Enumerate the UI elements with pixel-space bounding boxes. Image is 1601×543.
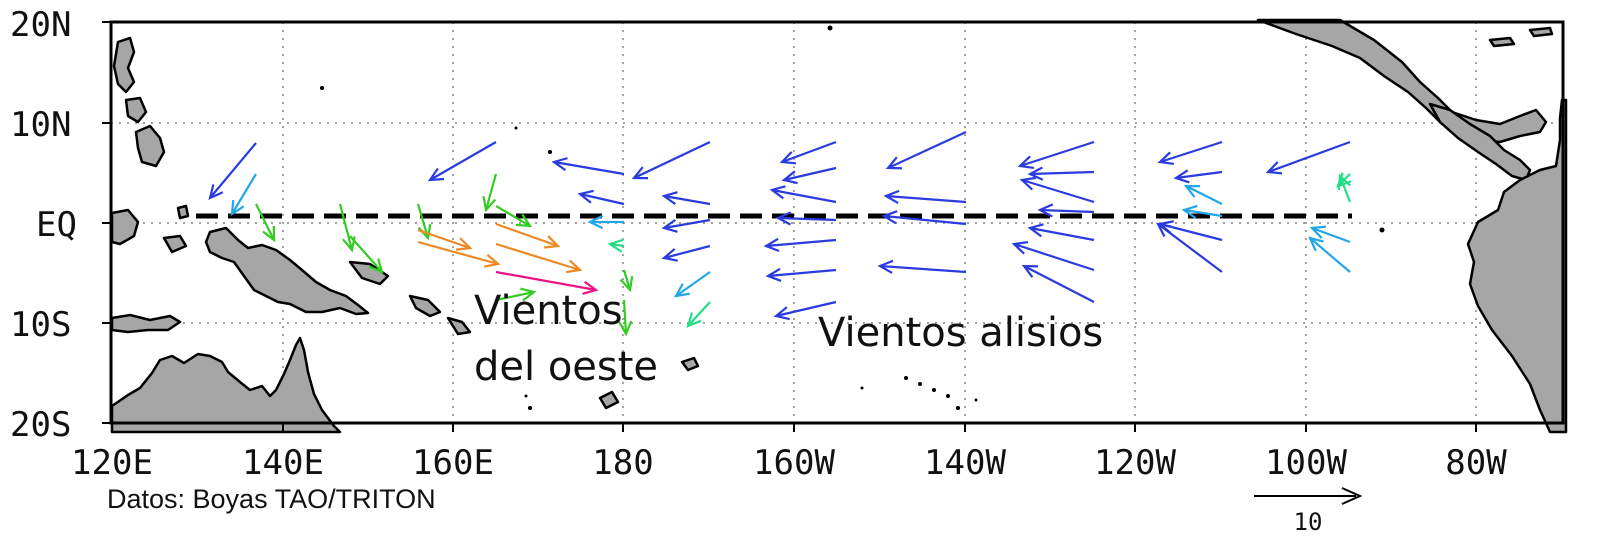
- wind-arrow: [686, 301, 711, 328]
- wind-arrows: [208, 131, 1352, 337]
- central-america: [1428, 102, 1532, 182]
- data-source: Datos: Boyas TAO/TRITON: [107, 484, 436, 514]
- wind-arrow: [495, 287, 537, 302]
- wind-arrow: [769, 185, 837, 204]
- axis-ticks: [102, 21, 1477, 432]
- wind-arrow: [661, 191, 711, 206]
- wind-arrow: [427, 141, 497, 182]
- wind-arrow: [1155, 222, 1223, 273]
- small-islands: [320, 25, 1385, 410]
- wind-arrow: [338, 203, 356, 253]
- wind-arrow: [1308, 236, 1351, 273]
- lat-tick-label: 10S: [10, 305, 71, 345]
- wind-arrow: [619, 269, 634, 293]
- wind-arrow: [607, 238, 625, 253]
- wind-arrow: [661, 244, 711, 262]
- lon-tick-label: 120W: [1094, 443, 1176, 483]
- wind-arrow: [482, 173, 498, 213]
- wind-arrow: [577, 189, 625, 206]
- indonesia-islands: [110, 313, 182, 334]
- wind-arrow: [208, 142, 257, 200]
- lon-tick-labels: 120E 140E 160E 180 160W 140W 120W 100W 8…: [71, 443, 1507, 483]
- lon-tick-label: 160E: [412, 443, 494, 483]
- wind-arrow: [1157, 140, 1223, 166]
- wind-arrow: [417, 240, 501, 268]
- borneo: [110, 208, 140, 246]
- philippines-luzon: [112, 36, 136, 94]
- wind-arrow: [1011, 241, 1095, 272]
- lat-tick-label: 10N: [10, 105, 71, 145]
- wind-arrow: [631, 141, 711, 180]
- wind-arrow: [763, 237, 837, 253]
- wind-arrow: [1173, 169, 1223, 184]
- wind-arrow: [618, 299, 633, 337]
- wind-arrow: [765, 267, 837, 282]
- wind-arrow: [661, 218, 711, 233]
- wind-arrow: [495, 242, 583, 274]
- wind-arrow: [495, 222, 561, 249]
- lon-tick-label: 100W: [1265, 443, 1347, 483]
- wind-arrow: [877, 259, 967, 274]
- wind-arrow: [1157, 220, 1223, 242]
- wind-arrow: [495, 270, 599, 295]
- grid-lines: [111, 22, 1563, 423]
- westerlies-label-line1: Vientos: [474, 288, 623, 334]
- lon-tick-label: 160W: [753, 443, 835, 483]
- wind-arrow: [1181, 204, 1223, 219]
- land-masses: [110, 18, 1568, 434]
- wind-arrow: [781, 166, 837, 185]
- wind-arrow: [1027, 223, 1095, 242]
- wind-arrow: [1019, 176, 1095, 204]
- wind-arrow: [1037, 203, 1095, 218]
- philippines-mindanao: [134, 124, 166, 168]
- lat-tick-label: EQ: [36, 205, 77, 245]
- south-america: [1466, 98, 1568, 434]
- australia: [110, 336, 342, 434]
- wind-arrow: [673, 271, 711, 298]
- wind-arrow: [1337, 173, 1352, 203]
- wind-arrow: [1027, 166, 1095, 181]
- lat-tick-label: 20S: [10, 405, 71, 445]
- lon-tick-label: 180: [592, 443, 653, 483]
- new-guinea: [204, 226, 370, 316]
- reference-vector: 10: [1254, 487, 1363, 536]
- wind-arrow: [1183, 184, 1223, 205]
- wind-arrow: [230, 173, 257, 217]
- wind-arrow: [885, 131, 967, 170]
- wind-arrow: [775, 211, 837, 226]
- wind-arrow: [1017, 140, 1095, 169]
- mexico: [1256, 18, 1548, 144]
- lat-tick-labels: 20N 10N EQ 10S 20S: [10, 5, 77, 445]
- wind-arrow: [881, 210, 967, 226]
- wind-arrow: [587, 214, 624, 230]
- lon-tick-label: 120E: [71, 443, 153, 483]
- philippines-visayas: [124, 96, 148, 124]
- lon-tick-label: 80W: [1445, 443, 1507, 483]
- lon-tick-label: 140W: [924, 443, 1006, 483]
- lon-tick-label: 140E: [242, 443, 324, 483]
- westerlies-label-line2: del oeste: [474, 344, 658, 390]
- wind-arrow: [255, 203, 276, 243]
- trades-label: Vientos alisios: [818, 310, 1103, 356]
- wind-arrow: [551, 157, 625, 176]
- wind-arrow: [779, 140, 837, 165]
- wind-arrow: [349, 235, 384, 274]
- wind-arrow: [773, 300, 837, 321]
- lat-tick-label: 20N: [10, 5, 71, 45]
- wind-arrow: [417, 228, 473, 251]
- wind-arrow: [1309, 225, 1351, 244]
- wind-arrow: [1021, 264, 1095, 303]
- reference-vector-label: 10: [1294, 508, 1323, 536]
- wind-arrow: [883, 189, 967, 204]
- wind-arrow: [1265, 140, 1351, 175]
- wind-arrow: [495, 205, 533, 228]
